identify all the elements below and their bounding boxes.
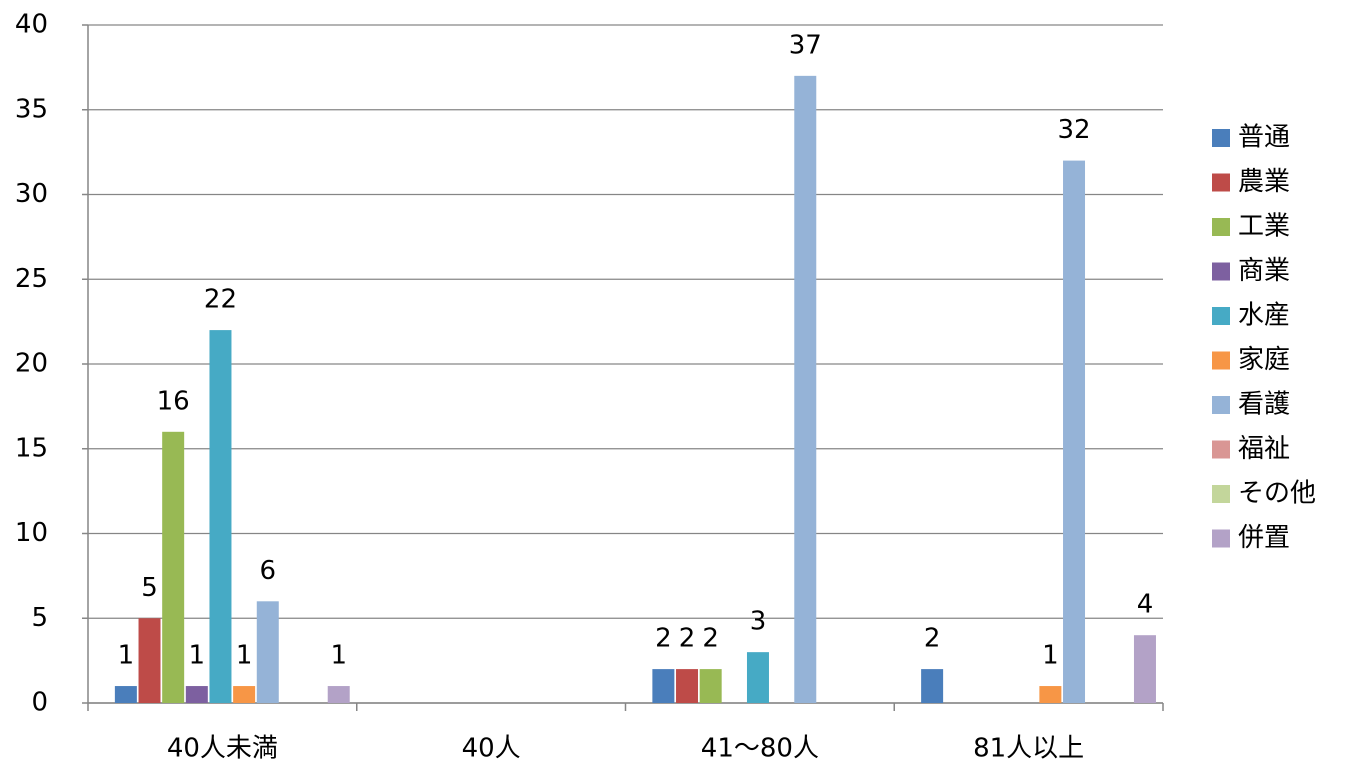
data-label: 5 xyxy=(141,573,158,603)
y-tick-label: 30 xyxy=(15,179,48,209)
bar xyxy=(162,431,185,703)
legend-swatch xyxy=(1212,396,1230,414)
y-tick-label: 10 xyxy=(15,518,48,548)
legend-swatch xyxy=(1212,485,1230,503)
data-label: 4 xyxy=(1137,590,1154,620)
x-tick-label: 41〜80人 xyxy=(701,734,819,764)
legend-swatch xyxy=(1212,173,1230,192)
data-label: 2 xyxy=(702,624,719,654)
data-label: 1 xyxy=(189,641,206,671)
bar xyxy=(114,686,137,703)
legend-label: 商業 xyxy=(1238,256,1290,286)
data-label: 1 xyxy=(1042,641,1059,671)
bar xyxy=(233,686,256,703)
legend-label: 福祉 xyxy=(1238,434,1290,464)
bar xyxy=(1063,160,1086,704)
y-tick-label: 15 xyxy=(15,433,48,463)
legend-label: 水産 xyxy=(1238,301,1290,331)
legend-label: 普通 xyxy=(1238,123,1290,153)
y-tick-label: 35 xyxy=(15,94,48,124)
legend-swatch xyxy=(1212,307,1230,325)
x-tick-label: 40人 xyxy=(462,734,521,764)
data-label: 2 xyxy=(679,624,696,654)
x-tick-label: 40人未満 xyxy=(167,734,278,764)
legend-swatch xyxy=(1212,440,1230,459)
bar xyxy=(256,601,279,703)
data-label: 2 xyxy=(924,624,941,654)
legend-label: 併置 xyxy=(1238,523,1290,553)
legend-swatch xyxy=(1212,129,1230,147)
legend-label: 農業 xyxy=(1238,167,1290,197)
bar xyxy=(1039,686,1062,703)
y-tick-label: 5 xyxy=(31,603,48,633)
data-label: 1 xyxy=(118,641,135,671)
bar xyxy=(699,669,722,703)
legend-swatch xyxy=(1212,218,1230,236)
bar xyxy=(652,669,675,703)
data-label: 32 xyxy=(1057,115,1090,145)
y-tick-label: 0 xyxy=(31,688,48,718)
legend-label: 家庭 xyxy=(1238,345,1290,375)
x-tick-label: 81人以上 xyxy=(973,734,1084,764)
bar xyxy=(185,686,208,703)
data-label: 16 xyxy=(157,386,190,416)
y-tick-label: 20 xyxy=(15,349,48,379)
bar xyxy=(676,669,699,703)
legend-label: 看護 xyxy=(1238,390,1290,420)
data-label: 3 xyxy=(750,607,767,637)
bar xyxy=(209,330,232,703)
legend-swatch xyxy=(1212,529,1230,548)
legend-swatch xyxy=(1212,351,1230,370)
bar xyxy=(921,669,944,703)
legend-swatch xyxy=(1212,262,1230,281)
bar xyxy=(327,686,350,703)
data-label: 37 xyxy=(789,30,822,60)
bar xyxy=(746,652,769,703)
legend-label: その他 xyxy=(1238,479,1316,509)
data-label: 6 xyxy=(259,556,276,586)
data-label: 1 xyxy=(236,641,253,671)
bar xyxy=(794,75,817,704)
y-tick-label: 25 xyxy=(15,264,48,294)
data-label: 2 xyxy=(655,624,672,654)
legend-label: 工業 xyxy=(1238,212,1290,242)
y-tick-label: 40 xyxy=(15,10,48,40)
data-label: 22 xyxy=(204,285,237,315)
bar xyxy=(138,618,161,703)
bar xyxy=(1133,635,1156,703)
data-label: 1 xyxy=(330,641,347,671)
